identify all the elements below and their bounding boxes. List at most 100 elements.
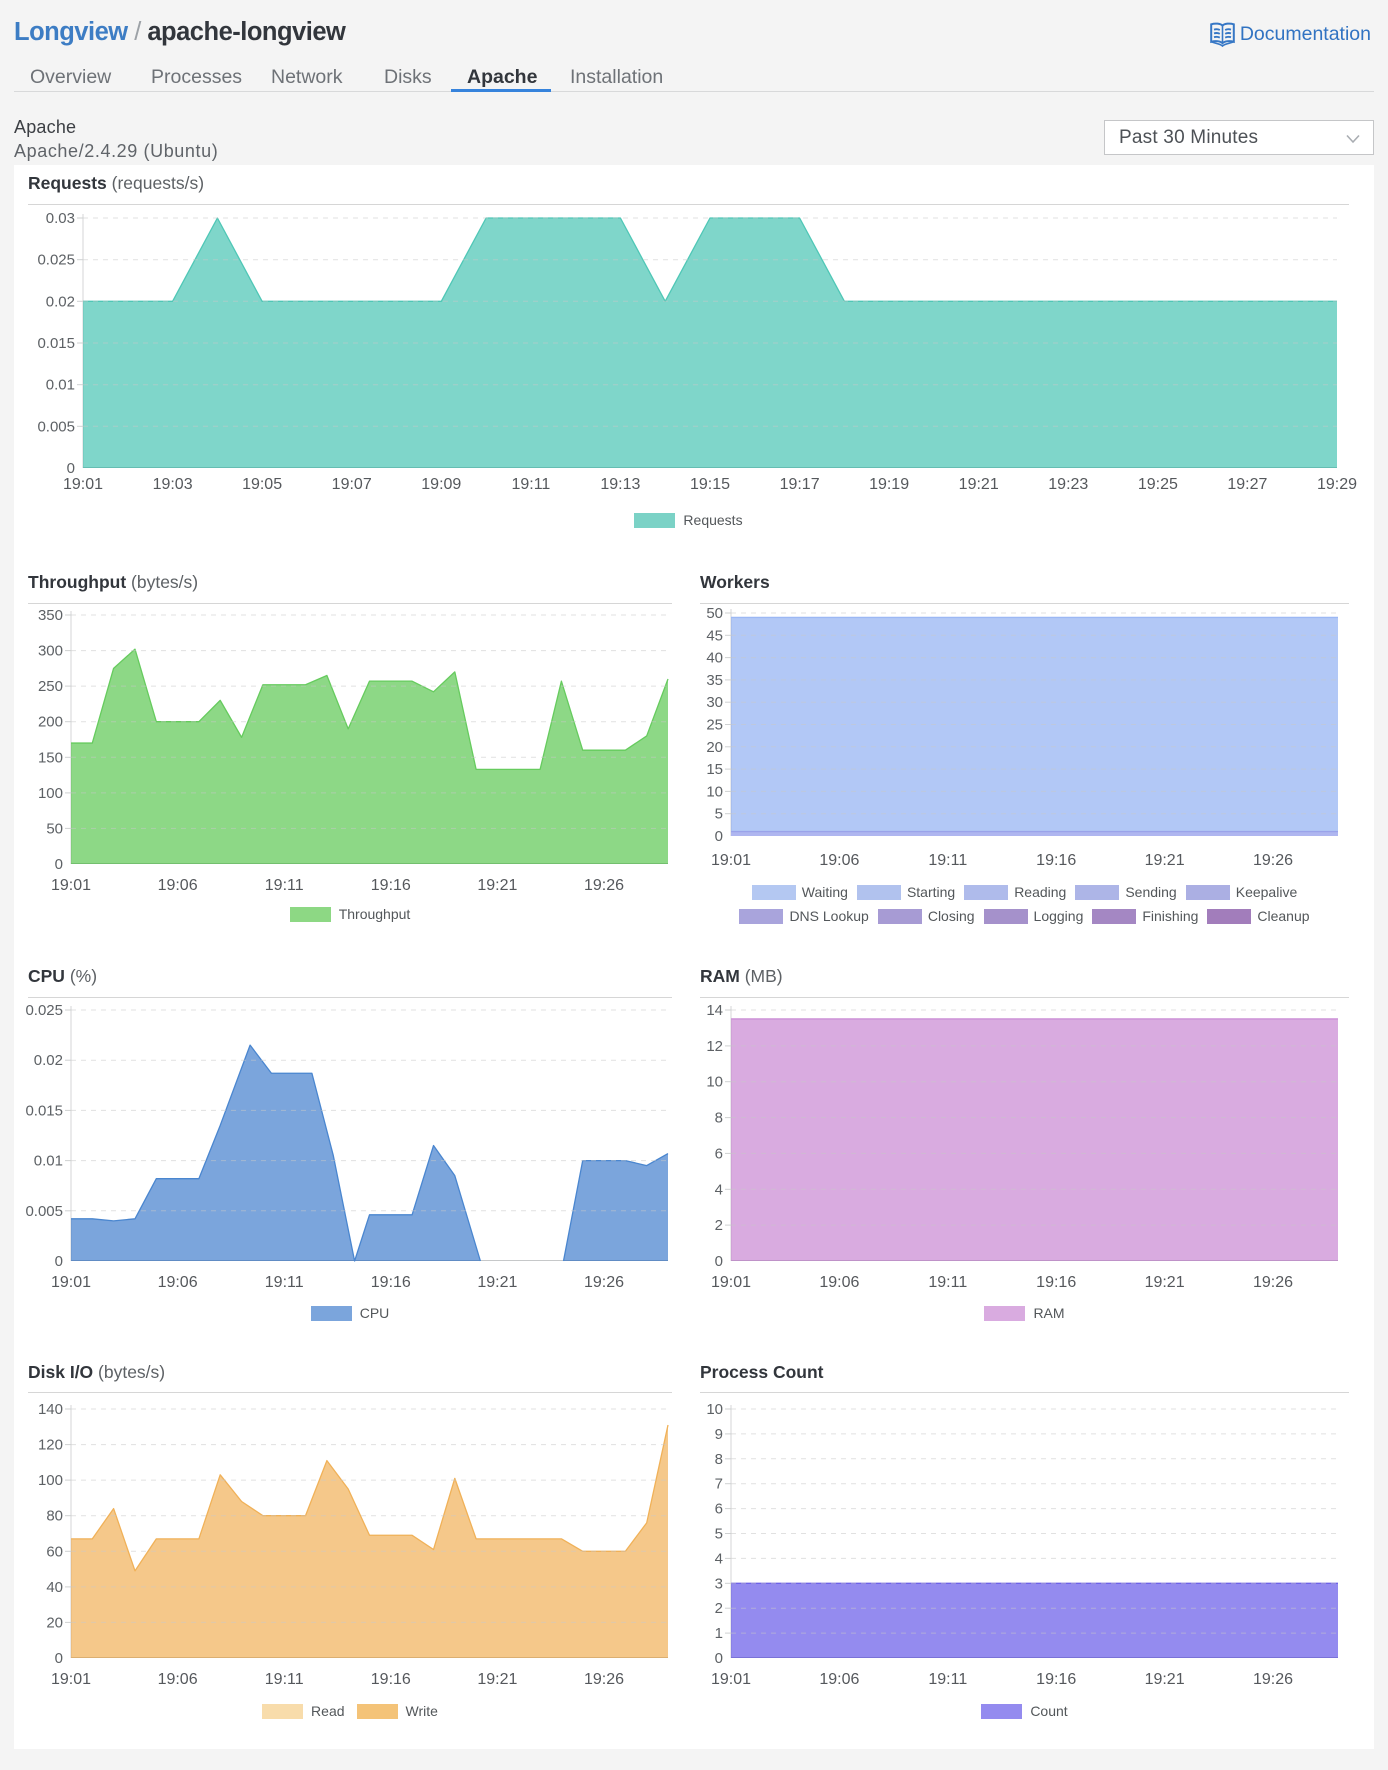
svg-text:19:21: 19:21 <box>1145 1274 1185 1291</box>
svg-text:19:26: 19:26 <box>584 1274 624 1291</box>
svg-text:50: 50 <box>46 820 63 837</box>
svg-text:150: 150 <box>38 749 63 766</box>
svg-text:40: 40 <box>706 650 723 667</box>
svg-text:19:01: 19:01 <box>51 1671 91 1688</box>
svg-text:19:06: 19:06 <box>158 877 198 894</box>
svg-text:20: 20 <box>706 739 723 756</box>
svg-text:14: 14 <box>706 1002 723 1019</box>
svg-text:19:05: 19:05 <box>242 476 282 493</box>
svg-text:19:15: 19:15 <box>690 476 730 493</box>
svg-text:0: 0 <box>67 460 75 477</box>
svg-text:19:26: 19:26 <box>1253 1274 1293 1291</box>
svg-text:19:01: 19:01 <box>51 877 91 894</box>
svg-text:19:17: 19:17 <box>780 476 820 493</box>
svg-text:50: 50 <box>706 605 723 622</box>
svg-text:19:26: 19:26 <box>1253 852 1293 869</box>
svg-text:19:16: 19:16 <box>371 1671 411 1688</box>
svg-text:6: 6 <box>715 1145 723 1162</box>
svg-text:350: 350 <box>38 607 63 624</box>
svg-text:0: 0 <box>715 828 723 845</box>
svg-text:19:25: 19:25 <box>1138 476 1178 493</box>
svg-text:19:16: 19:16 <box>371 1274 411 1291</box>
svg-text:0.025: 0.025 <box>37 252 75 269</box>
svg-text:0.015: 0.015 <box>25 1102 63 1119</box>
svg-text:19:13: 19:13 <box>600 476 640 493</box>
svg-text:19:03: 19:03 <box>153 476 193 493</box>
svg-text:19:01: 19:01 <box>51 1274 91 1291</box>
svg-text:60: 60 <box>46 1543 63 1560</box>
svg-text:0: 0 <box>55 856 63 873</box>
svg-text:19:01: 19:01 <box>711 1671 751 1688</box>
svg-text:0.005: 0.005 <box>25 1203 63 1220</box>
svg-text:0: 0 <box>55 1650 63 1667</box>
svg-text:0.02: 0.02 <box>46 293 75 310</box>
svg-text:30: 30 <box>706 694 723 711</box>
svg-text:140: 140 <box>38 1401 63 1418</box>
svg-text:19:01: 19:01 <box>711 852 751 869</box>
svg-text:0.01: 0.01 <box>46 377 75 394</box>
svg-text:19:06: 19:06 <box>158 1671 198 1688</box>
svg-text:19:06: 19:06 <box>819 1274 859 1291</box>
svg-text:300: 300 <box>38 643 63 660</box>
svg-text:19:11: 19:11 <box>928 1671 967 1688</box>
svg-text:5: 5 <box>715 806 723 823</box>
svg-text:19:27: 19:27 <box>1227 476 1267 493</box>
svg-text:19:21: 19:21 <box>477 1671 517 1688</box>
svg-text:19:16: 19:16 <box>371 877 411 894</box>
svg-text:0.005: 0.005 <box>37 418 75 435</box>
svg-text:19:21: 19:21 <box>477 877 517 894</box>
svg-text:19:23: 19:23 <box>1048 476 1088 493</box>
svg-text:2: 2 <box>715 1217 723 1234</box>
svg-text:4: 4 <box>715 1181 723 1198</box>
svg-text:0.025: 0.025 <box>25 1002 63 1019</box>
svg-text:19:11: 19:11 <box>511 476 550 493</box>
svg-text:19:09: 19:09 <box>421 476 461 493</box>
svg-text:19:11: 19:11 <box>265 1671 304 1688</box>
svg-text:25: 25 <box>706 717 723 734</box>
svg-text:80: 80 <box>46 1508 63 1525</box>
svg-text:0.02: 0.02 <box>34 1052 63 1069</box>
svg-text:10: 10 <box>706 783 723 800</box>
svg-text:45: 45 <box>706 627 723 644</box>
svg-text:1: 1 <box>715 1625 723 1642</box>
svg-text:10: 10 <box>706 1401 723 1418</box>
svg-text:19:11: 19:11 <box>928 852 967 869</box>
svg-text:19:06: 19:06 <box>158 1274 198 1291</box>
svg-text:19:26: 19:26 <box>584 1671 624 1688</box>
svg-text:12: 12 <box>706 1038 723 1055</box>
svg-text:2: 2 <box>715 1600 723 1617</box>
svg-text:19:16: 19:16 <box>1036 852 1076 869</box>
svg-text:200: 200 <box>38 714 63 731</box>
svg-text:19:11: 19:11 <box>928 1274 967 1291</box>
svg-text:120: 120 <box>38 1437 63 1454</box>
svg-text:19:16: 19:16 <box>1036 1671 1076 1688</box>
svg-text:0: 0 <box>715 1253 723 1270</box>
svg-text:19:26: 19:26 <box>584 877 624 894</box>
svg-text:0: 0 <box>715 1650 723 1667</box>
svg-text:0.03: 0.03 <box>46 210 75 227</box>
svg-text:8: 8 <box>715 1451 723 1468</box>
svg-text:100: 100 <box>38 785 63 802</box>
svg-text:8: 8 <box>715 1110 723 1127</box>
svg-text:19:11: 19:11 <box>265 1274 304 1291</box>
svg-text:0: 0 <box>55 1253 63 1270</box>
svg-text:40: 40 <box>46 1579 63 1596</box>
svg-text:0.015: 0.015 <box>37 335 75 352</box>
svg-text:19:06: 19:06 <box>819 1671 859 1688</box>
svg-text:7: 7 <box>715 1476 723 1493</box>
svg-text:0.01: 0.01 <box>34 1153 63 1170</box>
svg-text:19:29: 19:29 <box>1317 476 1357 493</box>
svg-text:100: 100 <box>38 1472 63 1489</box>
svg-text:3: 3 <box>715 1575 723 1592</box>
svg-text:19:21: 19:21 <box>1145 852 1185 869</box>
svg-text:5: 5 <box>715 1526 723 1543</box>
svg-text:15: 15 <box>706 761 723 778</box>
svg-text:10: 10 <box>706 1074 723 1091</box>
svg-text:9: 9 <box>715 1426 723 1443</box>
svg-text:6: 6 <box>715 1501 723 1518</box>
svg-text:19:16: 19:16 <box>1036 1274 1076 1291</box>
svg-text:19:21: 19:21 <box>477 1274 517 1291</box>
svg-text:19:07: 19:07 <box>332 476 372 493</box>
svg-text:250: 250 <box>38 678 63 695</box>
svg-text:20: 20 <box>46 1614 63 1631</box>
